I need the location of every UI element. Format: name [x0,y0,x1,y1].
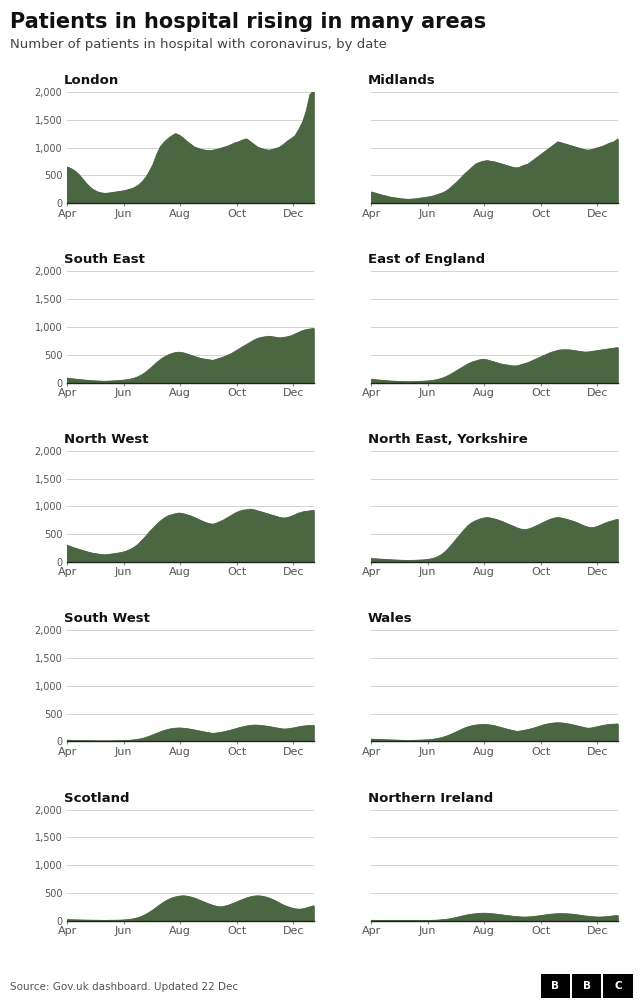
Text: Northern Ireland: Northern Ireland [368,792,493,805]
Text: Source: Gov.uk dashboard. Updated 22 Dec: Source: Gov.uk dashboard. Updated 22 Dec [10,982,237,992]
Text: Wales: Wales [368,612,413,625]
Text: B: B [583,981,591,991]
Text: East of England: East of England [368,253,485,266]
FancyBboxPatch shape [604,974,633,998]
FancyBboxPatch shape [541,974,570,998]
FancyBboxPatch shape [572,974,602,998]
Text: South East: South East [64,253,145,266]
Text: B: B [552,981,559,991]
Text: South West: South West [64,612,150,625]
Text: North West: North West [64,433,148,446]
Text: London: London [64,74,119,87]
Text: Midlands: Midlands [368,74,436,87]
Text: C: C [614,981,622,991]
Text: Patients in hospital rising in many areas: Patients in hospital rising in many area… [10,12,486,32]
Text: Scotland: Scotland [64,792,129,805]
Text: North East, Yorkshire: North East, Yorkshire [368,433,528,446]
Text: Number of patients in hospital with coronavirus, by date: Number of patients in hospital with coro… [10,38,387,51]
